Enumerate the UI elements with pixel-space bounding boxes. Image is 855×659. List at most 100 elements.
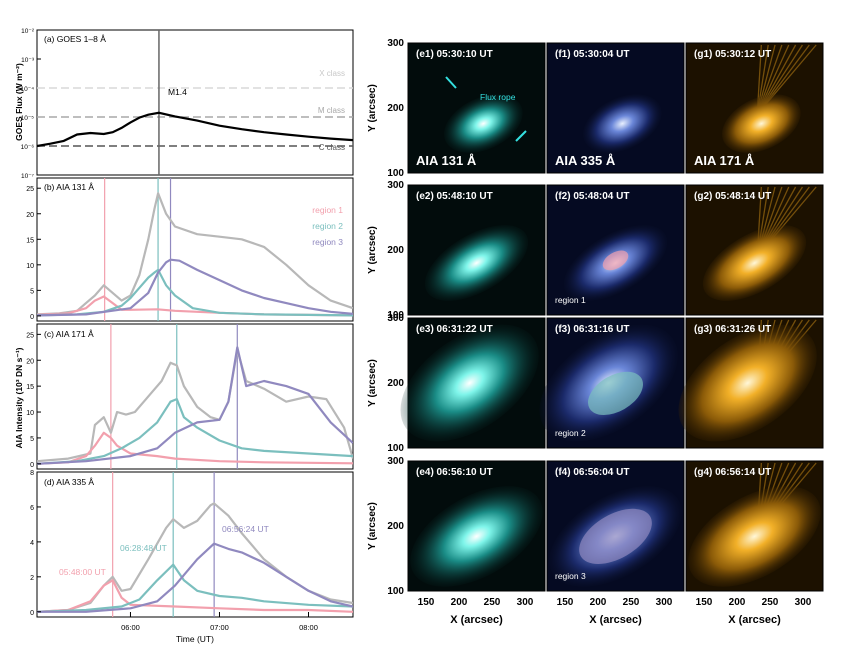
total-intensity-series: [37, 348, 353, 463]
region-2-series: [37, 268, 353, 317]
panel-d-aia335: (d) AIA 335 Å 0 2 4 6 8 05:48:00 UT 06:28:48…: [30, 470, 354, 644]
y-tick-label: 5: [30, 436, 34, 443]
map-x-tick-label: 200: [729, 597, 746, 608]
legend-region-2: region 2: [312, 221, 343, 231]
map-x-tick-label: 150: [418, 597, 435, 608]
time-x-axis-label: Time (UT): [176, 634, 214, 644]
map-y-tick-label: 200: [387, 245, 404, 256]
goes-y-tick-label: 10⁻⁶: [21, 144, 35, 151]
map-x-axis-label: X (arcsec): [589, 614, 642, 626]
y-tick-label: 25: [26, 186, 34, 193]
region-2-series: [37, 398, 353, 465]
c-class-label: C class: [319, 143, 345, 152]
flare-emission: [722, 94, 801, 153]
panel-a-goes: (a) GOES 1–8 Å 10⁻²10⁻³10⁻⁴10⁻⁵10⁻⁶10⁻⁷ …: [14, 28, 354, 180]
region-2-overlay: [588, 371, 643, 416]
panel-d-y-ticks: 0 2 4 6 8: [30, 470, 41, 617]
goes-y-tick-label: 10⁻²: [21, 28, 35, 35]
map-y-axis-label: Y (arcsec): [367, 84, 378, 132]
panel-a-label: (a) GOES 1–8 Å: [44, 34, 106, 44]
legend-region-3: region 3: [312, 237, 343, 247]
image-timestamp-label: (g3) 06:31:26 UT: [694, 324, 771, 335]
image-timestamp-label: (g2) 05:48:14 UT: [694, 191, 771, 202]
map-x-tick-label: 300: [517, 597, 534, 608]
region-1-series: [37, 431, 353, 465]
image-timestamp-label: (e1) 05:30:10 UT: [416, 49, 493, 60]
goes-y-tick-label: 10⁻⁵: [21, 115, 35, 122]
flare-class-label: M1.4: [168, 87, 187, 97]
map-x-tick-label: 150: [696, 597, 713, 608]
y-tick-label: 0: [30, 314, 34, 321]
flare-emission: [688, 486, 821, 587]
annotation-region-3-time: 06:56:24 UT: [222, 524, 269, 534]
panel-c-plot: [37, 324, 353, 469]
y-tick-label: 8: [30, 470, 34, 477]
map-y-tick-label: 100: [387, 443, 404, 454]
panel-d-plot: [37, 472, 353, 617]
goes-class-lines: [37, 87, 353, 147]
y-tick-label: 5: [30, 288, 34, 295]
time-tick-label: 08:00: [299, 623, 318, 632]
image-timestamp-label: (e2) 05:48:10 UT: [416, 191, 493, 202]
region-1-overlay: [602, 250, 629, 271]
channel-label: AIA 171 Å: [694, 153, 755, 168]
region-3-overlay: [579, 508, 652, 565]
map-y-tick-label: 100: [387, 310, 404, 321]
total-intensity-series: [37, 192, 353, 316]
map-x-tick-label: 300: [795, 597, 812, 608]
map-x-axis-label: X (arcsec): [728, 614, 781, 626]
image-timestamp-label: (e3) 06:31:22 UT: [416, 324, 493, 335]
y-tick-label: 10: [26, 263, 34, 270]
channel-label: AIA 335 Å: [555, 153, 616, 168]
goes-y-tick-label: 10⁻⁷: [21, 173, 35, 180]
flare-emission: [583, 94, 662, 153]
y-tick-label: 2: [30, 575, 34, 582]
annotation-region-1-time: 05:48:00 UT: [59, 567, 106, 577]
map-x-tick-label: 200: [451, 597, 468, 608]
region-1-series: [37, 579, 353, 613]
image-aia131-row-4: (e4) 06:56:10 UT: [407, 460, 546, 592]
image-aia171-row-2: (g2) 05:48:14 UT: [685, 184, 824, 316]
goes-curve: [37, 30, 353, 175]
map-y-tick-label: 100: [387, 168, 404, 179]
map-x-axis-label: X (arcsec): [450, 614, 503, 626]
map-x-tick-label: 150: [557, 597, 574, 608]
flux-rope-label: Flux rope: [480, 92, 516, 102]
time-tick-label: 06:00: [121, 623, 140, 632]
image-grid-axes: 100 200 300 Y (arcsec) 100 200 300 Y (arcsec) 10…: [367, 38, 812, 626]
goes-y-axis-label: GOES Flux (W m⁻²): [14, 63, 24, 141]
m-class-label: M class: [318, 106, 345, 115]
panel-c-aia171: (c) AIA 171 Å 0 5 10 15 20 25: [26, 323, 354, 470]
image-aia335-row-2: (f2) 05:48:04 UT: [546, 184, 685, 316]
x-class-label: X class: [319, 69, 345, 78]
map-x-tick-label: 250: [762, 597, 779, 608]
flare-emission: [424, 225, 529, 301]
panel-d-label: (d) AIA 335 Å: [44, 477, 94, 487]
flare-emission: [410, 486, 543, 587]
map-y-tick-label: 200: [387, 378, 404, 389]
goes-flux-series: [37, 111, 353, 148]
image-timestamp-label: (e4) 06:56:10 UT: [416, 467, 493, 478]
image-timestamp-label: (f4) 06:56:04 UT: [555, 467, 629, 478]
region-2-label: region 2: [555, 428, 586, 438]
channel-label: AIA 131 Å: [416, 153, 477, 168]
y-tick-label: 0: [30, 462, 34, 469]
flux-rope-arrow-2: [515, 130, 527, 142]
y-tick-label: 4: [30, 540, 34, 547]
goes-y-tick-label: 10⁻⁴: [21, 86, 35, 93]
region-3-series: [37, 258, 353, 317]
aia-image-grid: (e1) 05:30:10 UT (f1) 05:30:04 UT (g1) 05:…: [400, 42, 824, 592]
panel-d-frame: [36, 471, 354, 618]
flare-emission: [400, 324, 539, 442]
time-x-ticks: 06:00 07:00 08:00: [121, 612, 318, 632]
panel-b-y-ticks: 0 5 10 15 20 25: [26, 186, 41, 321]
image-aia335-row-1: (f1) 05:30:04 UT: [546, 42, 685, 174]
image-aia171-row-1: (g1) 05:30:12 UT: [685, 42, 824, 174]
panel-b-aia131: (b) AIA 131 Å 0 5 10 15 20 25 region 1 region…: [26, 177, 354, 322]
goes-y-tick-label: 10⁻³: [21, 57, 35, 64]
image-aia171-row-3: (g3) 06:31:26 UT: [678, 317, 824, 449]
map-y-tick-label: 100: [387, 586, 404, 597]
image-aia131-row-2: (e2) 05:48:10 UT: [407, 184, 546, 316]
map-y-tick-label: 300: [387, 38, 404, 49]
